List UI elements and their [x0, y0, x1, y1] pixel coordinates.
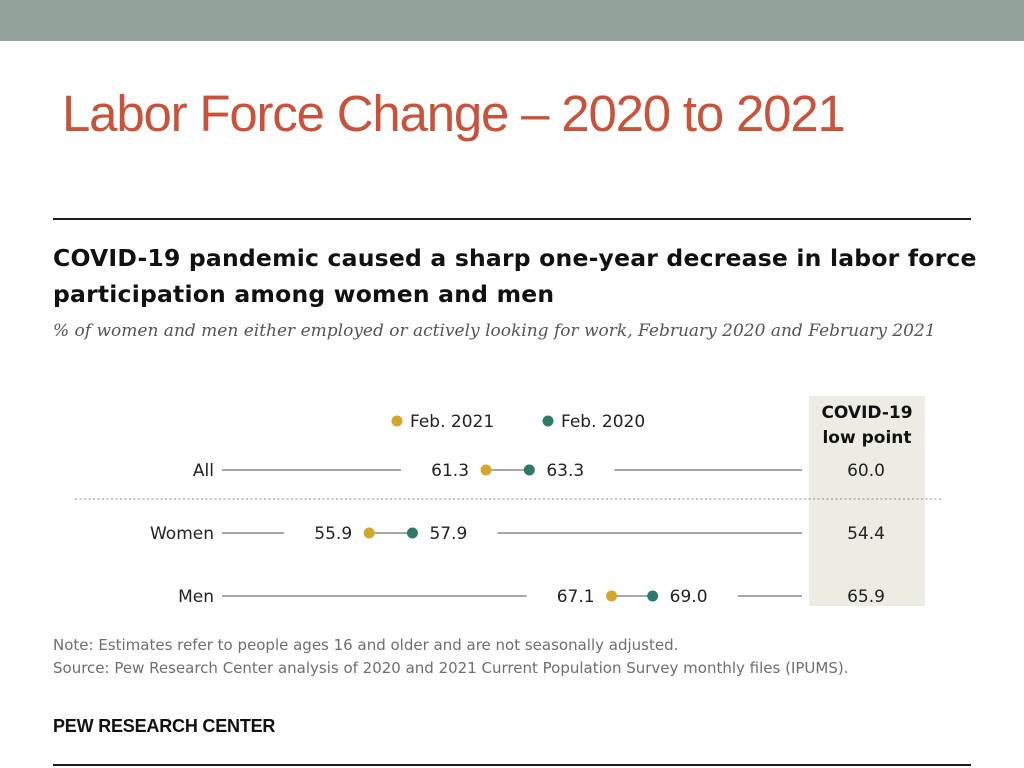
chart-note: Note: Estimates refer to people ages 16 … — [53, 636, 679, 654]
row-label: All — [193, 461, 214, 481]
value-label-feb-2020: 63.3 — [546, 461, 584, 481]
low-point-column — [809, 396, 925, 606]
value-label-feb-2021: 61.3 — [431, 461, 469, 481]
value-label-feb-2021: 55.9 — [314, 524, 352, 544]
dot-feb-2020 — [406, 527, 418, 539]
chart-heading: COVID-19 pandemic caused a sharp one-yea… — [53, 244, 977, 308]
dot-feb-2021 — [606, 590, 618, 602]
legend-marker-feb-2021 — [391, 415, 403, 427]
slide-title: Labor Force Change – 2020 to 2021 — [62, 85, 846, 142]
org-name: PEW RESEARCH CENTER — [53, 716, 276, 736]
low-point-header: low point — [822, 428, 911, 448]
low-point-value: 65.9 — [847, 587, 885, 607]
dot-feb-2020 — [523, 464, 535, 476]
legend-label-feb-2021: Feb. 2021 — [410, 412, 494, 432]
top-rule — [53, 218, 971, 220]
chart-source: Source: Pew Research Center analysis of … — [53, 659, 849, 677]
bottom-rule — [53, 764, 971, 766]
low-point-header: COVID-19 — [821, 403, 912, 423]
legend-label-feb-2020: Feb. 2020 — [561, 412, 645, 432]
value-label-feb-2020: 57.9 — [429, 524, 467, 544]
low-point-value: 54.4 — [847, 524, 885, 544]
chart-subtitle: % of women and men either employed or ac… — [53, 321, 936, 341]
dot-feb-2021 — [363, 527, 375, 539]
value-label-feb-2021: 67.1 — [557, 587, 595, 607]
legend-marker-feb-2020 — [542, 415, 554, 427]
value-label-feb-2020: 69.0 — [670, 587, 708, 607]
row-label: Men — [178, 587, 214, 607]
low-point-value: 60.0 — [847, 461, 885, 481]
row-label: Women — [150, 524, 214, 544]
dot-feb-2021 — [480, 464, 492, 476]
top-bar — [0, 0, 1024, 41]
dot-feb-2020 — [647, 590, 659, 602]
